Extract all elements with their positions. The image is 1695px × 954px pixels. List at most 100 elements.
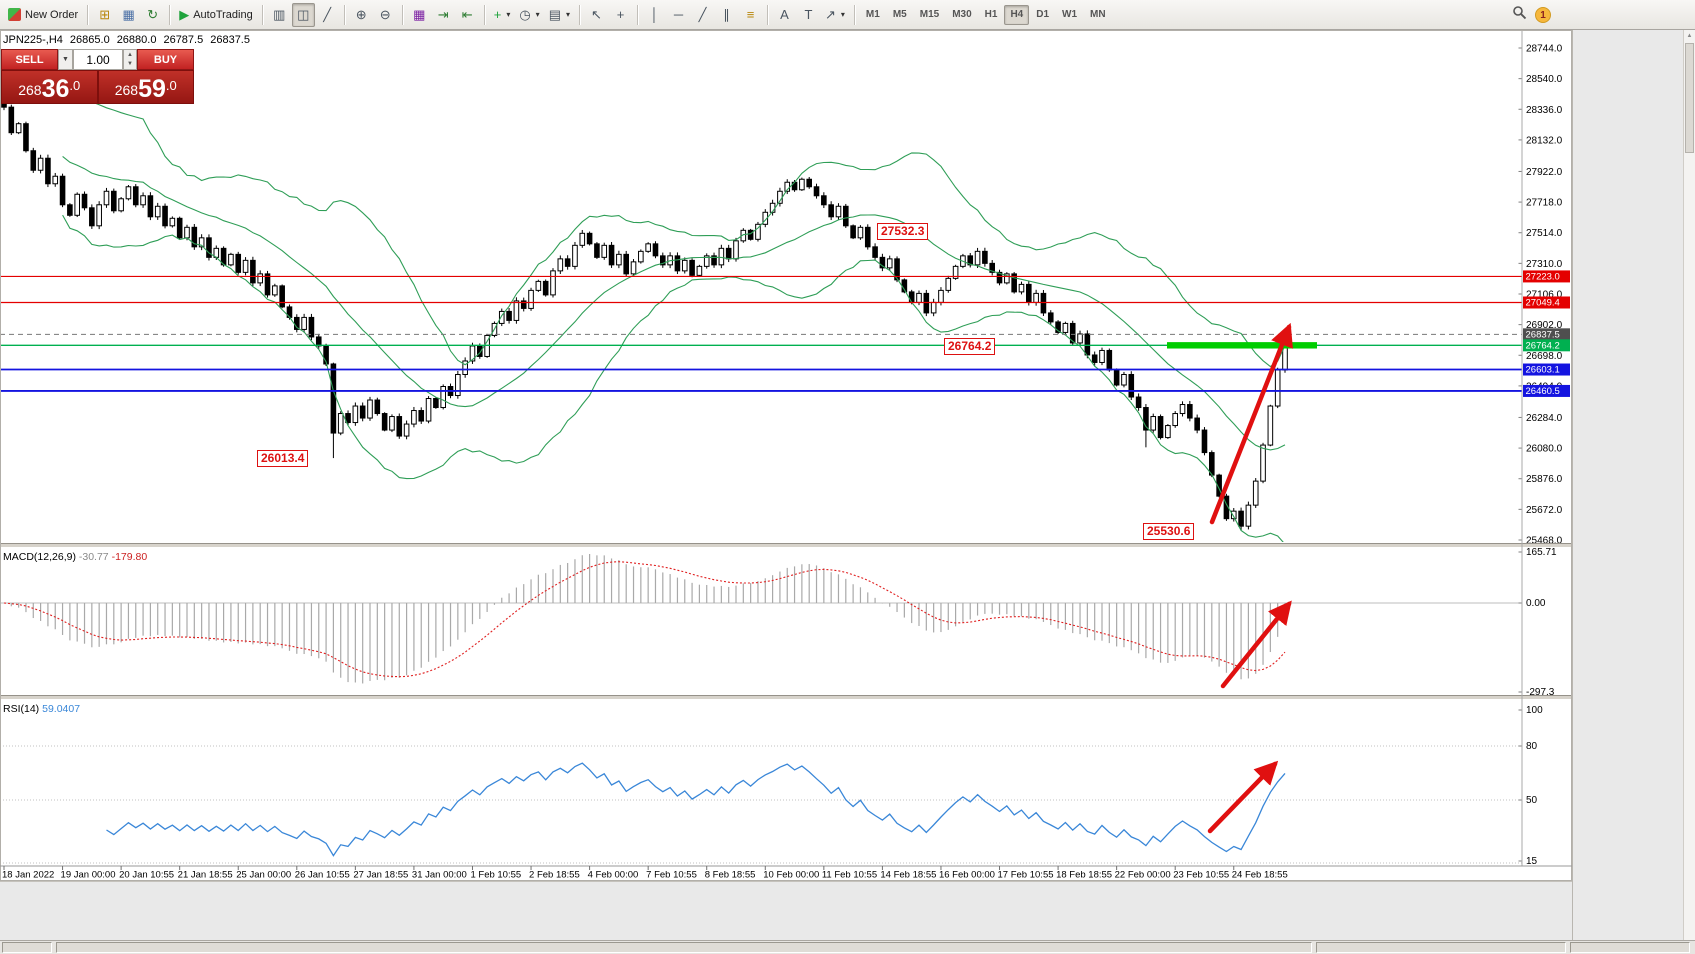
volume-input[interactable]: 1.00: [73, 49, 123, 70]
chevron-down-icon[interactable]: ▾: [840, 10, 845, 19]
toolbar-separator: [401, 4, 403, 25]
text-label-button[interactable]: T: [797, 3, 820, 27]
status-segment: [56, 942, 1312, 953]
trendline-button[interactable]: ╱: [691, 3, 714, 27]
svg-text:25672.0: 25672.0: [1526, 505, 1563, 516]
support-resistance-lines[interactable]: [0, 275, 1522, 392]
close-value: 26837.5: [210, 34, 250, 46]
svg-text:26 Jan 10:55: 26 Jan 10:55: [295, 870, 350, 881]
svg-text:24 Feb 18:55: 24 Feb 18:55: [1232, 870, 1288, 881]
svg-text:27049.4: 27049.4: [1526, 298, 1560, 309]
svg-text:28336.0: 28336.0: [1526, 105, 1563, 116]
zoom-out-button[interactable]: ⊖: [374, 3, 397, 27]
sell-price[interactable]: 268 36.0: [1, 70, 98, 104]
auto-scroll-button[interactable]: ⇥: [432, 3, 455, 27]
search-icon[interactable]: [1512, 5, 1527, 25]
macd-signal-value: -179.80: [111, 551, 148, 563]
notification-badge[interactable]: 1: [1535, 7, 1551, 23]
periods-button[interactable]: ◷ ▾: [515, 3, 543, 27]
rsi-indicator-label: RSI(14) 59.0407: [3, 703, 80, 715]
timeframe-m15[interactable]: M15: [919, 9, 940, 20]
price-annotation[interactable]: 26764.2: [944, 338, 996, 355]
price-digits: 36: [41, 74, 70, 103]
bar-chart-button[interactable]: ▥: [268, 3, 291, 27]
arrows-button[interactable]: ↗ ▾: [821, 3, 849, 27]
price-annotation[interactable]: 26013.4: [257, 450, 309, 467]
svg-text:11 Feb 10:55: 11 Feb 10:55: [822, 870, 877, 881]
spin-up-icon[interactable]: ▲: [127, 51, 133, 58]
svg-text:165.71: 165.71: [1526, 547, 1557, 558]
toolbar-separator: [261, 4, 263, 25]
timeframe-m30[interactable]: M30: [952, 9, 972, 20]
svg-text:27223.0: 27223.0: [1526, 272, 1560, 283]
timeframe-m1[interactable]: M1: [865, 9, 880, 20]
arrow-icon: ↗: [825, 7, 836, 22]
crosshair-icon: +: [616, 7, 625, 22]
chart-canvas[interactable]: 28744.0 28540.0 28336.0 28132.0 27922.0 27718…: [0, 30, 1572, 881]
timeframe-d1[interactable]: D1: [1036, 9, 1050, 20]
indicators-button[interactable]: + ▾: [490, 3, 515, 27]
vertical-scrollbar[interactable]: ▲ ▼: [1683, 30, 1695, 954]
zoom-in-button[interactable]: ⊕: [350, 3, 373, 27]
svg-text:26902.0: 26902.0: [1526, 320, 1563, 331]
new-chart-button[interactable]: ⊞: [93, 3, 116, 27]
timeframe-w1[interactable]: W1: [1062, 9, 1078, 20]
timeframe-mn[interactable]: MN: [1090, 9, 1106, 20]
timeframe-h4[interactable]: H4: [1004, 4, 1030, 25]
toolbar-right-group: 1: [1512, 0, 1551, 30]
svg-text:18 Jan 2022: 18 Jan 2022: [2, 870, 54, 881]
svg-text:10 Feb 00:00: 10 Feb 00:00: [763, 870, 819, 881]
new-order-button[interactable]: New Order: [4, 3, 82, 27]
chart-window[interactable]: 28744.0 28540.0 28336.0 28132.0 27922.0 27718…: [0, 30, 1572, 881]
scroll-up-arrow-icon[interactable]: ▲: [1686, 33, 1693, 39]
tile-windows-button[interactable]: ▦: [408, 3, 431, 27]
svg-text:27 Jan 18:55: 27 Jan 18:55: [353, 870, 408, 881]
svg-text:27310.0: 27310.0: [1526, 259, 1563, 270]
chevron-down-icon[interactable]: ▾: [565, 10, 570, 19]
timeframe-m5[interactable]: M5: [892, 9, 907, 20]
svg-text:26284.0: 26284.0: [1526, 413, 1563, 424]
svg-text:1 Feb 10:55: 1 Feb 10:55: [470, 870, 521, 881]
text-button[interactable]: A: [773, 3, 796, 27]
crosshair-button[interactable]: +: [609, 3, 632, 27]
svg-text:27718.0: 27718.0: [1526, 198, 1563, 209]
svg-text:17 Feb 10:55: 17 Feb 10:55: [998, 870, 1054, 881]
svg-text:0.00: 0.00: [1526, 598, 1546, 609]
buy-button[interactable]: BUY: [137, 49, 194, 70]
price-annotation[interactable]: 27532.3: [877, 223, 929, 240]
cursor-button[interactable]: ↖: [585, 3, 608, 27]
spin-down-icon[interactable]: ▼: [127, 61, 133, 68]
svg-text:26764.2: 26764.2: [1526, 341, 1560, 352]
buy-price[interactable]: 268 59.0: [97, 70, 194, 104]
chevron-down-icon[interactable]: ▾: [506, 10, 511, 19]
vertical-line-button[interactable]: │: [643, 3, 666, 27]
price-annotation[interactable]: 25530.6: [1143, 523, 1195, 540]
timeframe-h1[interactable]: H1: [984, 9, 998, 20]
chart-shift-button[interactable]: ⇤: [456, 3, 479, 27]
autotrading-button[interactable]: ▶ AutoTrading: [175, 3, 257, 27]
sell-button[interactable]: SELL: [1, 49, 58, 70]
horizontal-line-button[interactable]: ─: [667, 3, 690, 27]
workspace-gutter: ▲ ▼: [1572, 30, 1695, 954]
scrollbar-thumb[interactable]: [1685, 43, 1694, 153]
rsi-name: RSI(14): [3, 703, 40, 715]
chevron-down-icon[interactable]: ▾: [535, 10, 540, 19]
svg-text:16 Feb 00:00: 16 Feb 00:00: [939, 870, 995, 881]
templates-button[interactable]: ▤ ▾: [545, 3, 574, 27]
svg-text:25 Jan 00:00: 25 Jan 00:00: [236, 870, 291, 881]
trend-arrows[interactable]: [1207, 322, 1293, 834]
line-chart-button[interactable]: ╱: [316, 3, 339, 27]
fibonacci-button[interactable]: ≡: [739, 3, 762, 27]
new-order-icon: [8, 8, 21, 21]
candlestick-chart-button[interactable]: ◫: [291, 2, 315, 27]
volume-dropdown-button[interactable]: ▼: [58, 49, 73, 70]
one-click-trading-panel: SELL ▼ 1.00 ▲ ▼ BUY 268 36.0 268 59.0: [1, 49, 194, 104]
profiles-button[interactable]: ▦: [117, 3, 140, 27]
channel-button[interactable]: ∥: [715, 3, 738, 27]
svg-text:28540.0: 28540.0: [1526, 74, 1563, 85]
volume-spinner[interactable]: ▲ ▼: [123, 49, 137, 70]
highlight-level-segment[interactable]: [1167, 342, 1317, 349]
refresh-button[interactable]: ↻: [141, 3, 164, 27]
new-chart-icon: ⊞: [99, 7, 111, 22]
